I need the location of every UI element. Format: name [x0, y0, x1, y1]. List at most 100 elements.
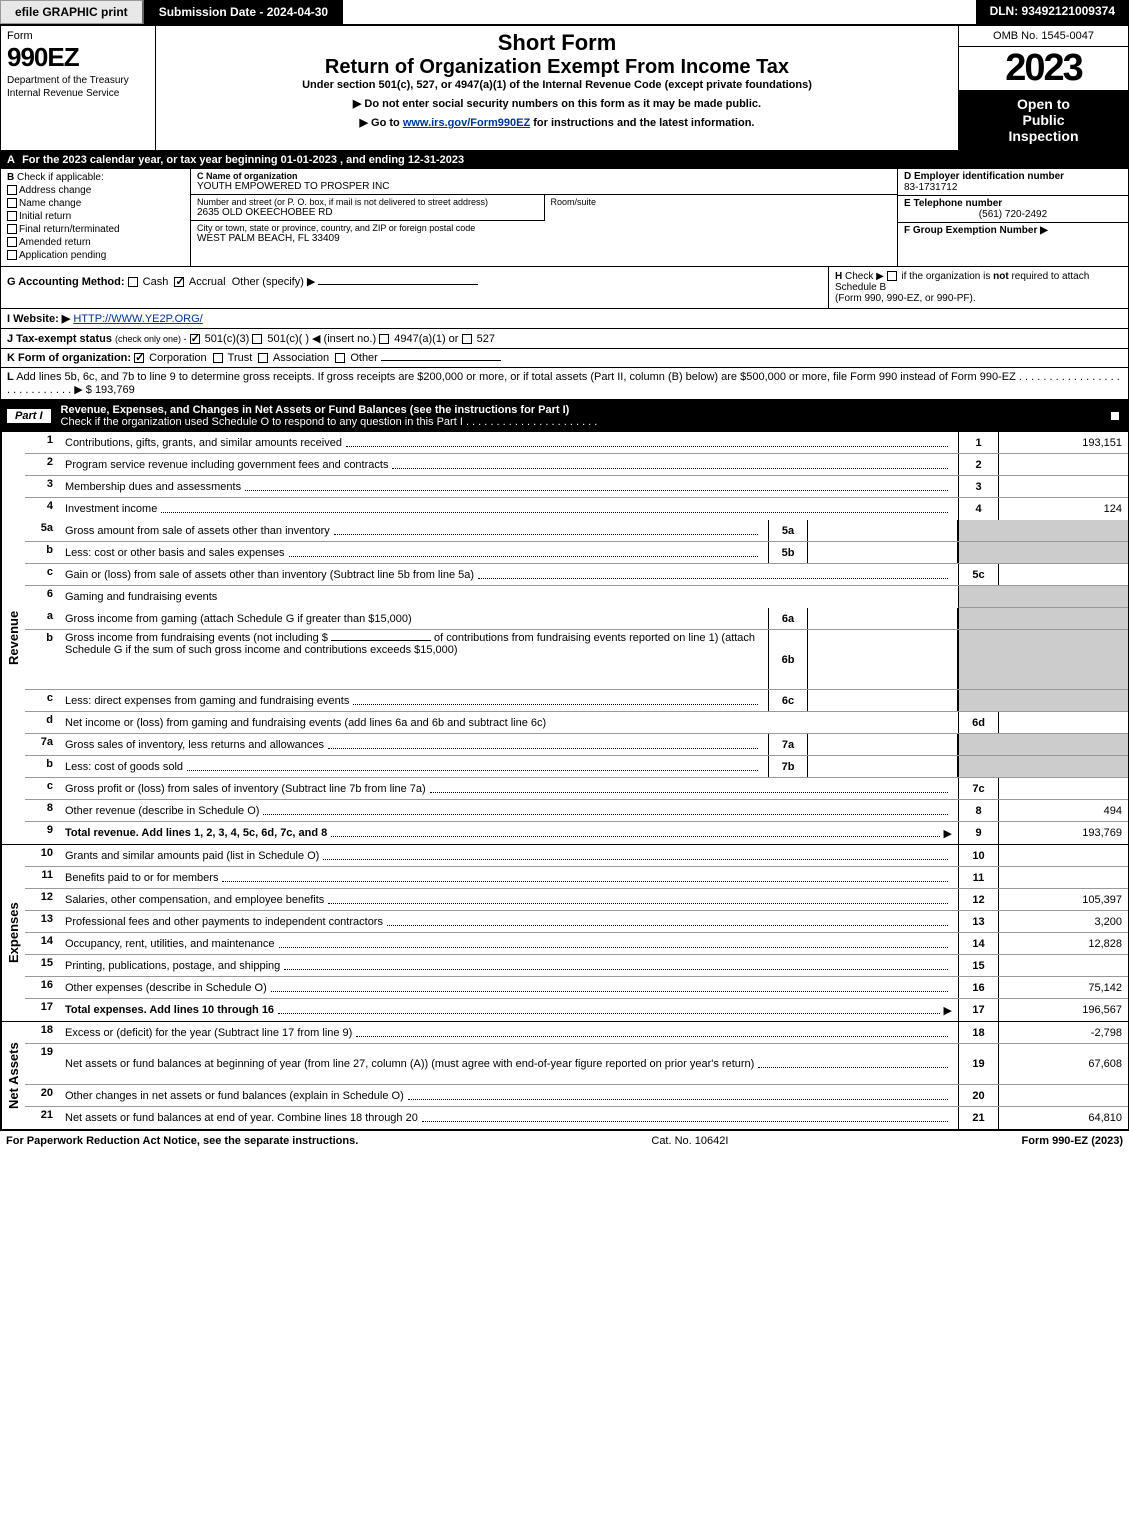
checkbox-icon — [335, 353, 345, 363]
expenses-table: 10 Grants and similar amounts paid (list… — [25, 845, 1128, 1021]
form-label: Form — [7, 30, 149, 42]
checkbox-icon — [1110, 411, 1120, 421]
arrow-icon: ▶ — [944, 1004, 952, 1017]
part-label: Part I — [7, 409, 51, 423]
city-label: City or town, state or province, country… — [197, 223, 891, 233]
b-opt-initial[interactable]: Initial return — [7, 211, 184, 222]
subtitle: Under section 501(c), 527, or 4947(a)(1)… — [162, 79, 952, 91]
b-opt-name[interactable]: Name change — [7, 198, 184, 209]
table-row: 17 Total expenses. Add lines 10 through … — [25, 999, 1128, 1021]
city-value: WEST PALM BEACH, FL 33409 — [197, 233, 891, 244]
b-opt-final[interactable]: Final return/terminated — [7, 224, 184, 235]
open-line3: Inspection — [963, 128, 1124, 144]
i-label: I Website: ▶ — [7, 313, 70, 325]
table-row: 19 Net assets or fund balances at beginn… — [25, 1044, 1128, 1085]
top-bar: efile GRAPHIC print Submission Date - 20… — [0, 0, 1129, 26]
street-cell: Number and street (or P. O. box, if mail… — [191, 195, 544, 221]
city-cell: City or town, state or province, country… — [191, 221, 897, 266]
instr-goto: ▶ Go to www.irs.gov/Form990EZ for instru… — [162, 116, 952, 129]
table-row: 10 Grants and similar amounts paid (list… — [25, 845, 1128, 867]
l-text: Add lines 5b, 6c, and 7b to line 9 to de… — [16, 371, 1016, 383]
revenue-table: 1 Contributions, gifts, grants, and simi… — [25, 432, 1128, 844]
form-header: Form 990EZ Department of the Treasury In… — [0, 26, 1129, 151]
checkbox-icon — [128, 277, 138, 287]
section-c: C Name of organization YOUTH EMPOWERED T… — [191, 169, 898, 266]
checkbox-icon — [7, 237, 17, 247]
info-block: B Check if applicable: Address change Na… — [0, 169, 1129, 267]
dln-label: DLN: 93492121009374 — [976, 0, 1129, 24]
ein-label: D Employer identification number — [904, 171, 1064, 182]
checkbox-icon — [134, 353, 144, 363]
ein-cell: D Employer identification number 83-1731… — [898, 169, 1128, 196]
title-return: Return of Organization Exempt From Incom… — [162, 56, 952, 79]
group-cell: F Group Exemption Number ▶ — [898, 223, 1128, 266]
header-center: Short Form Return of Organization Exempt… — [156, 26, 958, 150]
table-row: 3 Membership dues and assessments 3 — [25, 476, 1128, 498]
irs-link[interactable]: www.irs.gov/Form990EZ — [403, 117, 530, 129]
b-opt-address[interactable]: Address change — [7, 185, 184, 196]
checkbox-icon — [7, 211, 17, 221]
g-label: G Accounting Method: — [7, 276, 125, 288]
table-row: 16 Other expenses (describe in Schedule … — [25, 977, 1128, 999]
tel-value: (561) 720-2492 — [904, 209, 1122, 220]
line-a-text: For the 2023 calendar year, or tax year … — [22, 154, 464, 166]
expenses-section: Expenses 10 Grants and similar amounts p… — [0, 845, 1129, 1022]
table-row: 8 Other revenue (describe in Schedule O)… — [25, 800, 1128, 822]
j-label: J Tax-exempt status — [7, 333, 112, 345]
table-row: c Gain or (loss) from sale of assets oth… — [25, 564, 1128, 586]
website-link[interactable]: HTTP://WWW.YE2P.ORG/ — [73, 313, 202, 325]
header-right: OMB No. 1545-0047 2023 Open to Public In… — [958, 26, 1128, 150]
table-row: 4 Investment income 4 124 — [25, 498, 1128, 520]
l-amount: $ 193,769 — [86, 384, 135, 396]
tax-year: 2023 — [959, 47, 1128, 90]
title-short-form: Short Form — [162, 30, 952, 56]
revenue-side-label: Revenue — [1, 432, 25, 844]
table-row: 14 Occupancy, rent, utilities, and maint… — [25, 933, 1128, 955]
checkbox-icon — [7, 250, 17, 260]
table-row: b Less: cost of goods sold 7b — [25, 756, 1128, 778]
table-row: a Gross income from gaming (attach Sched… — [25, 608, 1128, 630]
table-row: 21 Net assets or fund balances at end of… — [25, 1107, 1128, 1129]
part-i-sub: Check if the organization used Schedule … — [61, 416, 463, 428]
checkbox-icon — [887, 271, 897, 281]
footer-right: Form 990-EZ (2023) — [1022, 1135, 1123, 1147]
table-row: b Gross income from fundraising events (… — [25, 630, 1128, 690]
netassets-section: Net Assets 18 Excess or (deficit) for th… — [0, 1022, 1129, 1130]
dept-irs: Internal Revenue Service — [7, 88, 149, 99]
table-row: c Gross profit or (loss) from sales of i… — [25, 778, 1128, 800]
netassets-table: 18 Excess or (deficit) for the year (Sub… — [25, 1022, 1128, 1129]
suite-cell: Room/suite — [544, 195, 898, 221]
open-line1: Open to — [963, 96, 1124, 112]
b-opt-amended[interactable]: Amended return — [7, 237, 184, 248]
line-k: K Form of organization: Corporation Trus… — [0, 349, 1129, 368]
revenue-section: Revenue 1 Contributions, gifts, grants, … — [0, 432, 1129, 845]
header-left: Form 990EZ Department of the Treasury In… — [1, 26, 156, 150]
table-row: d Net income or (loss) from gaming and f… — [25, 712, 1128, 734]
netassets-side-label: Net Assets — [1, 1022, 25, 1129]
checkbox-icon — [379, 334, 389, 344]
dots: . . . . . . . . . . . . . . . . . . . . … — [466, 416, 597, 428]
tel-label: E Telephone number — [904, 198, 1002, 209]
section-b: B Check if applicable: Address change Na… — [1, 169, 191, 266]
submission-date-label: Submission Date - 2024-04-30 — [144, 0, 343, 24]
table-row: 12 Salaries, other compensation, and emp… — [25, 889, 1128, 911]
table-row: 20 Other changes in net assets or fund b… — [25, 1085, 1128, 1107]
arrow-icon: ▶ — [944, 827, 952, 840]
h-label: H — [835, 271, 842, 282]
part-i-title-wrap: Revenue, Expenses, and Changes in Net As… — [61, 404, 1110, 428]
efile-print-button[interactable]: efile GRAPHIC print — [0, 0, 144, 24]
table-row: 6 Gaming and fundraising events — [25, 586, 1128, 608]
street-label: Number and street (or P. O. box, if mail… — [197, 197, 538, 207]
footer-left: For Paperwork Reduction Act Notice, see … — [6, 1135, 358, 1147]
table-row: 7a Gross sales of inventory, less return… — [25, 734, 1128, 756]
line-h: H Check ▶ if the organization is not req… — [828, 267, 1128, 308]
org-name-cell: C Name of organization YOUTH EMPOWERED T… — [191, 169, 897, 195]
b-opt-pending[interactable]: Application pending — [7, 250, 184, 261]
instr-goto-post: for instructions and the latest informat… — [530, 117, 754, 129]
table-row: 13 Professional fees and other payments … — [25, 911, 1128, 933]
footer-mid: Cat. No. 10642I — [358, 1135, 1021, 1147]
tel-cell: E Telephone number (561) 720-2492 — [898, 196, 1128, 223]
line-g: G Accounting Method: Cash Accrual Other … — [1, 267, 828, 308]
table-row: 1 Contributions, gifts, grants, and simi… — [25, 432, 1128, 454]
suite-label: Room/suite — [551, 197, 892, 207]
